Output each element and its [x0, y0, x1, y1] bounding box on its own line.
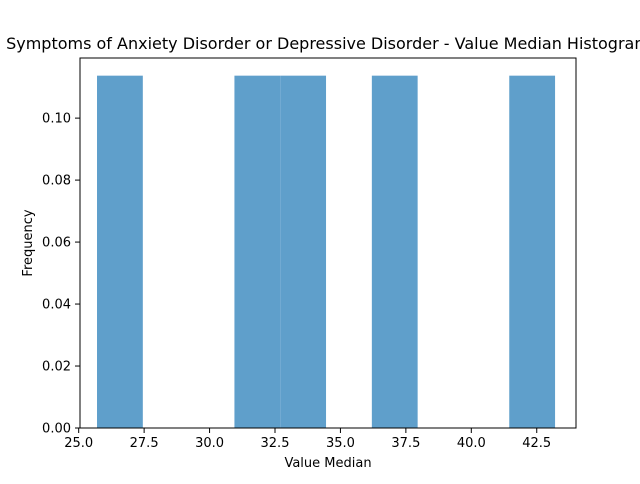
x-tick-label: 35.0	[326, 436, 355, 451]
x-ticks-group: 25.0 27.5 30.0 32.5 35.0 37.5 40.0 42.5	[64, 428, 551, 451]
x-axis-label: Value Median	[284, 456, 371, 471]
x-tick-label: 32.5	[261, 436, 290, 451]
histogram-bar-6	[371, 75, 418, 428]
y-tick-label: 0.08	[42, 174, 71, 189]
histogram-bar-4	[280, 75, 327, 428]
y-tick-label: 0.02	[42, 360, 71, 375]
x-tick-label: 42.5	[522, 436, 551, 451]
chart-title: Symptoms of Anxiety Disorder or Depressi…	[6, 34, 640, 53]
y-tick-label: 0.10	[42, 112, 71, 127]
x-tick-label: 25.0	[64, 436, 93, 451]
histogram-bar-0	[97, 75, 143, 428]
histogram-bar-9	[509, 75, 556, 428]
y-tick-label: 0.04	[42, 298, 71, 313]
y-tick-label: 0.06	[42, 236, 71, 251]
histogram-bar-3	[234, 75, 281, 428]
y-ticks-group: 0.00 0.02 0.04 0.06 0.08 0.10	[42, 112, 80, 437]
x-tick-label: 37.5	[391, 436, 420, 451]
x-tick-label: 27.5	[130, 436, 159, 451]
y-tick-label: 0.00	[42, 422, 71, 437]
x-tick-label: 40.0	[457, 436, 486, 451]
bars-group	[97, 75, 556, 428]
x-tick-label: 30.0	[195, 436, 224, 451]
plot-frame	[79, 57, 577, 429]
y-axis-label: Frequency	[21, 209, 36, 276]
